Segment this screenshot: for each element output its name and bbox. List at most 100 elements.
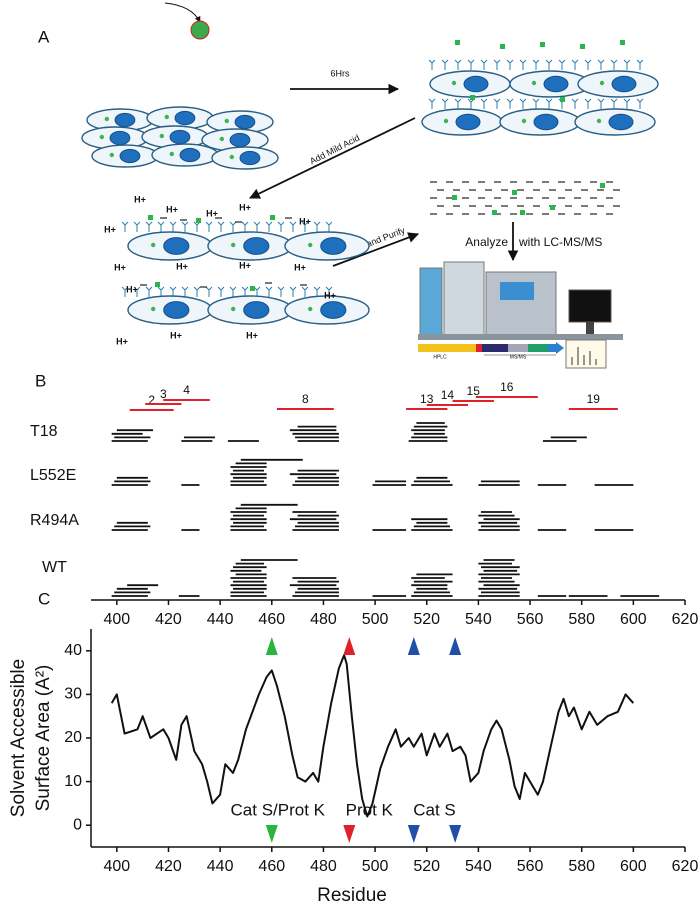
cleavage-site-bottom	[407, 825, 420, 843]
receptor	[121, 221, 129, 232]
receptor	[454, 98, 462, 109]
instrument	[419, 267, 443, 337]
nucleus	[320, 237, 347, 255]
peptide-square	[492, 210, 497, 215]
y-tick-label: 30	[64, 686, 82, 703]
arrow	[249, 117, 416, 199]
cleavage-site-bottom	[343, 825, 356, 843]
y-tick-label: 10	[64, 773, 82, 790]
h-plus-label: H+	[299, 216, 311, 226]
peptide-square	[550, 205, 555, 210]
workflow-bar	[528, 344, 548, 352]
step-label: 6Hrs	[330, 68, 350, 78]
receptor	[623, 98, 631, 109]
h-plus-label: H+	[294, 262, 306, 272]
protein-dot	[231, 242, 236, 248]
receptor	[181, 286, 189, 297]
x-tick-label: 500	[362, 611, 389, 628]
step-label: Analyze	[465, 235, 508, 249]
receptor	[532, 98, 540, 109]
receptor	[441, 59, 449, 70]
h-plus-label: H+	[134, 194, 146, 204]
panel-label: C	[38, 589, 50, 608]
x-tick-label: 600	[620, 611, 647, 628]
reference-peptide-label: 8	[302, 392, 309, 406]
monitor	[568, 289, 612, 323]
x-axis-label: Residue	[317, 885, 387, 906]
peptide-square	[148, 215, 153, 220]
receptor	[441, 98, 449, 109]
receptor	[493, 59, 501, 70]
protein-dot	[159, 133, 164, 139]
receptor	[480, 98, 488, 109]
cleavage-site-label: Prot K	[346, 800, 394, 819]
x-tick-label: 580	[568, 611, 595, 628]
receptor	[277, 286, 285, 297]
receptor	[121, 286, 129, 297]
receptor	[325, 221, 333, 232]
protein-dot	[521, 118, 527, 124]
nucleus	[533, 113, 559, 131]
h-plus-label: H+	[114, 262, 126, 272]
receptor	[133, 221, 141, 232]
workflow-arrow	[556, 342, 564, 354]
x-tick-label: 500	[362, 858, 389, 875]
receptor	[597, 59, 605, 70]
cleavage-site-bottom	[265, 825, 278, 843]
receptor	[636, 98, 644, 109]
receptor	[193, 221, 201, 232]
reference-peptide-label: 16	[500, 380, 514, 394]
h-plus-label: H+	[206, 208, 218, 218]
receptor	[610, 59, 618, 70]
x-tick-label: 440	[207, 611, 234, 628]
h-plus-label: H+	[324, 290, 336, 300]
receptor	[169, 221, 177, 232]
x-tick-label: 620	[672, 858, 699, 875]
x-tick-label: 420	[155, 858, 182, 875]
y-tick-label: 40	[64, 642, 82, 659]
nucleus	[119, 148, 141, 164]
y-tick-label: 20	[64, 729, 82, 746]
protein-dot	[531, 80, 537, 86]
h-plus-label: H+	[104, 224, 116, 234]
receptor	[301, 221, 309, 232]
protein-dot	[164, 114, 169, 120]
nucleus	[608, 113, 634, 131]
h-plus-label: H+	[176, 261, 188, 271]
cleavage-site-label: Cat S	[413, 800, 456, 819]
receptor	[145, 286, 153, 297]
receptor	[289, 221, 297, 232]
receptor	[506, 59, 514, 70]
workflow-bar	[476, 344, 482, 352]
spectrum-box	[565, 339, 607, 369]
x-tick-label: 540	[465, 611, 492, 628]
protein-dot	[219, 136, 224, 142]
workflow-bar	[548, 344, 556, 352]
step-label: with LC-MS/MS	[518, 235, 602, 249]
x-tick-label: 460	[258, 858, 285, 875]
cleavage-site-top	[407, 637, 420, 655]
peptide-square	[620, 40, 625, 45]
receptor	[229, 221, 237, 232]
sasa-line	[110, 654, 635, 818]
reference-peptide-label: 15	[467, 384, 481, 398]
panel-label: B	[35, 371, 46, 390]
panel-a-arrows	[164, 2, 519, 267]
receptor	[229, 286, 237, 297]
receptor	[532, 59, 540, 70]
receptor	[193, 286, 201, 297]
peptide-square	[540, 42, 545, 47]
x-tick-label: 560	[517, 611, 544, 628]
h-plus-label: H+	[166, 204, 178, 214]
protein-dot	[596, 118, 602, 124]
nucleus	[463, 75, 489, 93]
reference-peptide-label: 3	[160, 387, 167, 401]
nucleus	[163, 301, 190, 319]
group-label: T18	[30, 423, 58, 440]
nucleus	[163, 237, 190, 255]
x-tick-label: 400	[103, 611, 130, 628]
receptor	[145, 221, 153, 232]
instrument	[500, 282, 534, 300]
x-tick-label: 540	[465, 858, 492, 875]
